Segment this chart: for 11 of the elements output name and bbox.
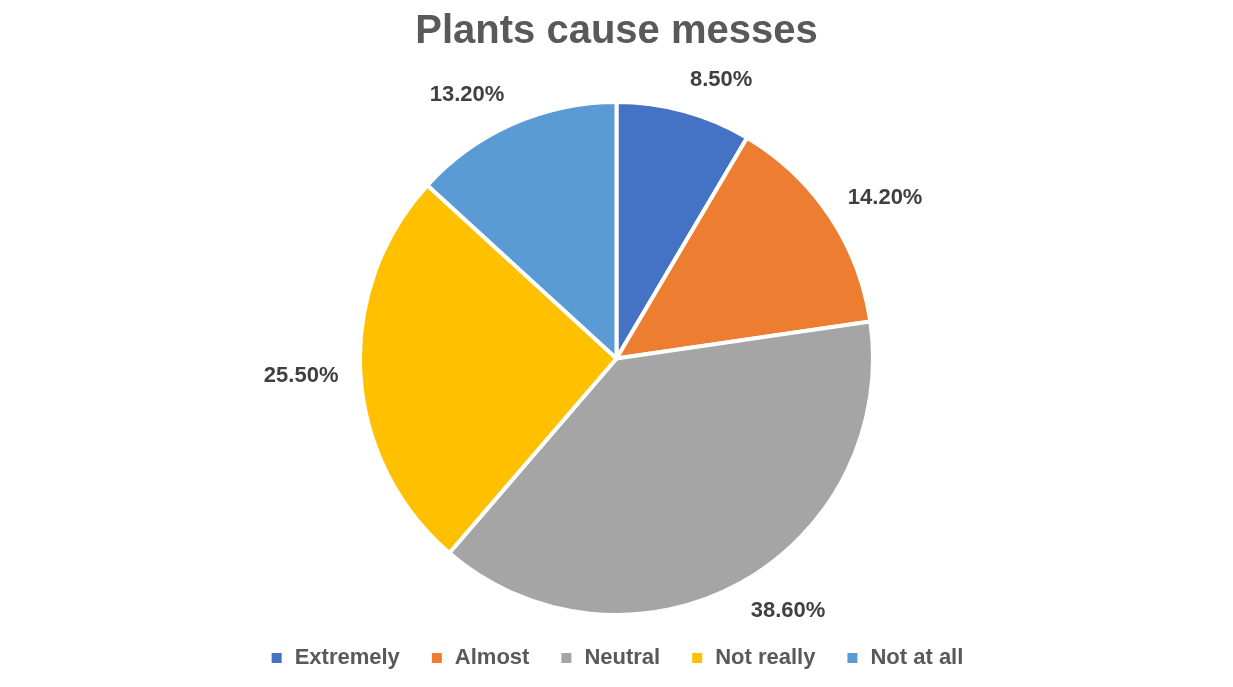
legend-label: Not really [715,644,817,670]
legend-label: Not at all [870,644,964,670]
data-label: 13.20% [429,80,505,106]
data-label: 25.50% [263,361,339,387]
legend-label: Extremely [294,644,401,670]
legend-label: Almost [454,644,531,670]
legend-label: Neutral [584,644,661,670]
data-label: 38.60% [750,597,826,623]
data-label: 14.20% [847,183,923,209]
data-label: 8.50% [689,66,753,92]
chart-title: Plants cause messes [415,7,818,52]
